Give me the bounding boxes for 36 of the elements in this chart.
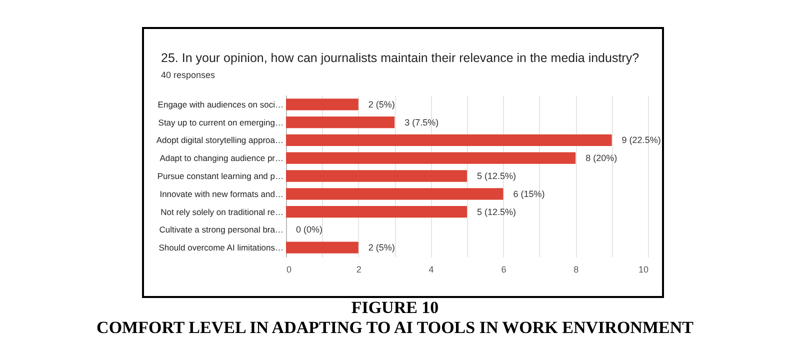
bar — [286, 98, 358, 110]
bar — [286, 152, 576, 164]
y-tick-label: Cultivate a strong personal bra… — [159, 224, 284, 235]
data-label: 3 (7.5%) — [404, 117, 439, 128]
caption: FIGURE 10 — [350, 298, 440, 318]
bar — [286, 116, 395, 128]
data-label: 5 (12.5%) — [477, 206, 516, 217]
y-tick-label: Should overcome AI limitations… — [158, 242, 284, 253]
x-tick-label: 2 — [356, 264, 362, 274]
data-label: 9 (22.5%) — [622, 135, 661, 146]
y-tick-label: Adopt digital storytelling approa… — [156, 135, 284, 146]
bar — [286, 134, 612, 146]
x-tick-label: 6 — [501, 264, 506, 274]
data-label: 2 (5%) — [368, 99, 395, 110]
text: COMFORT LEVEL IN ADAPTING TO AI TOOLS IN WORK ENVIRONMENT — [96, 318, 694, 338]
x-tick-label: 4 — [428, 264, 434, 274]
y-tick-label: Innovate with new formats and… — [160, 188, 284, 199]
data-label: 2 (5%) — [368, 242, 395, 253]
text: 40 responses — [161, 70, 216, 80]
bar — [286, 170, 467, 182]
x-tick-label: 0 — [286, 264, 292, 274]
chart-title: 25. In your opinion, how can journalists maintain their relevance in the media industry? — [161, 51, 640, 65]
bar — [286, 206, 467, 218]
data-label: 6 (15%) — [513, 188, 545, 199]
y-tick-label: Engage with audiences on soci… — [158, 99, 284, 110]
data-label: 5 (12.5%) — [477, 171, 516, 181]
data-label: 8 (20%) — [586, 153, 618, 164]
bar — [286, 242, 358, 254]
y-tick-label: Not rely solely on traditional re… — [160, 206, 284, 217]
x-tick-label: 10 — [638, 264, 648, 274]
data-label: 0 (0%) — [296, 224, 323, 235]
bar — [286, 188, 504, 200]
y-tick-label: Pursue constant learning and p… — [157, 171, 284, 181]
y-tick-label: Adapt to changing audience pr… — [160, 153, 284, 164]
x-tick-label: 8 — [574, 264, 579, 274]
y-tick-label: Stay up to current on emerging… — [158, 117, 284, 128]
